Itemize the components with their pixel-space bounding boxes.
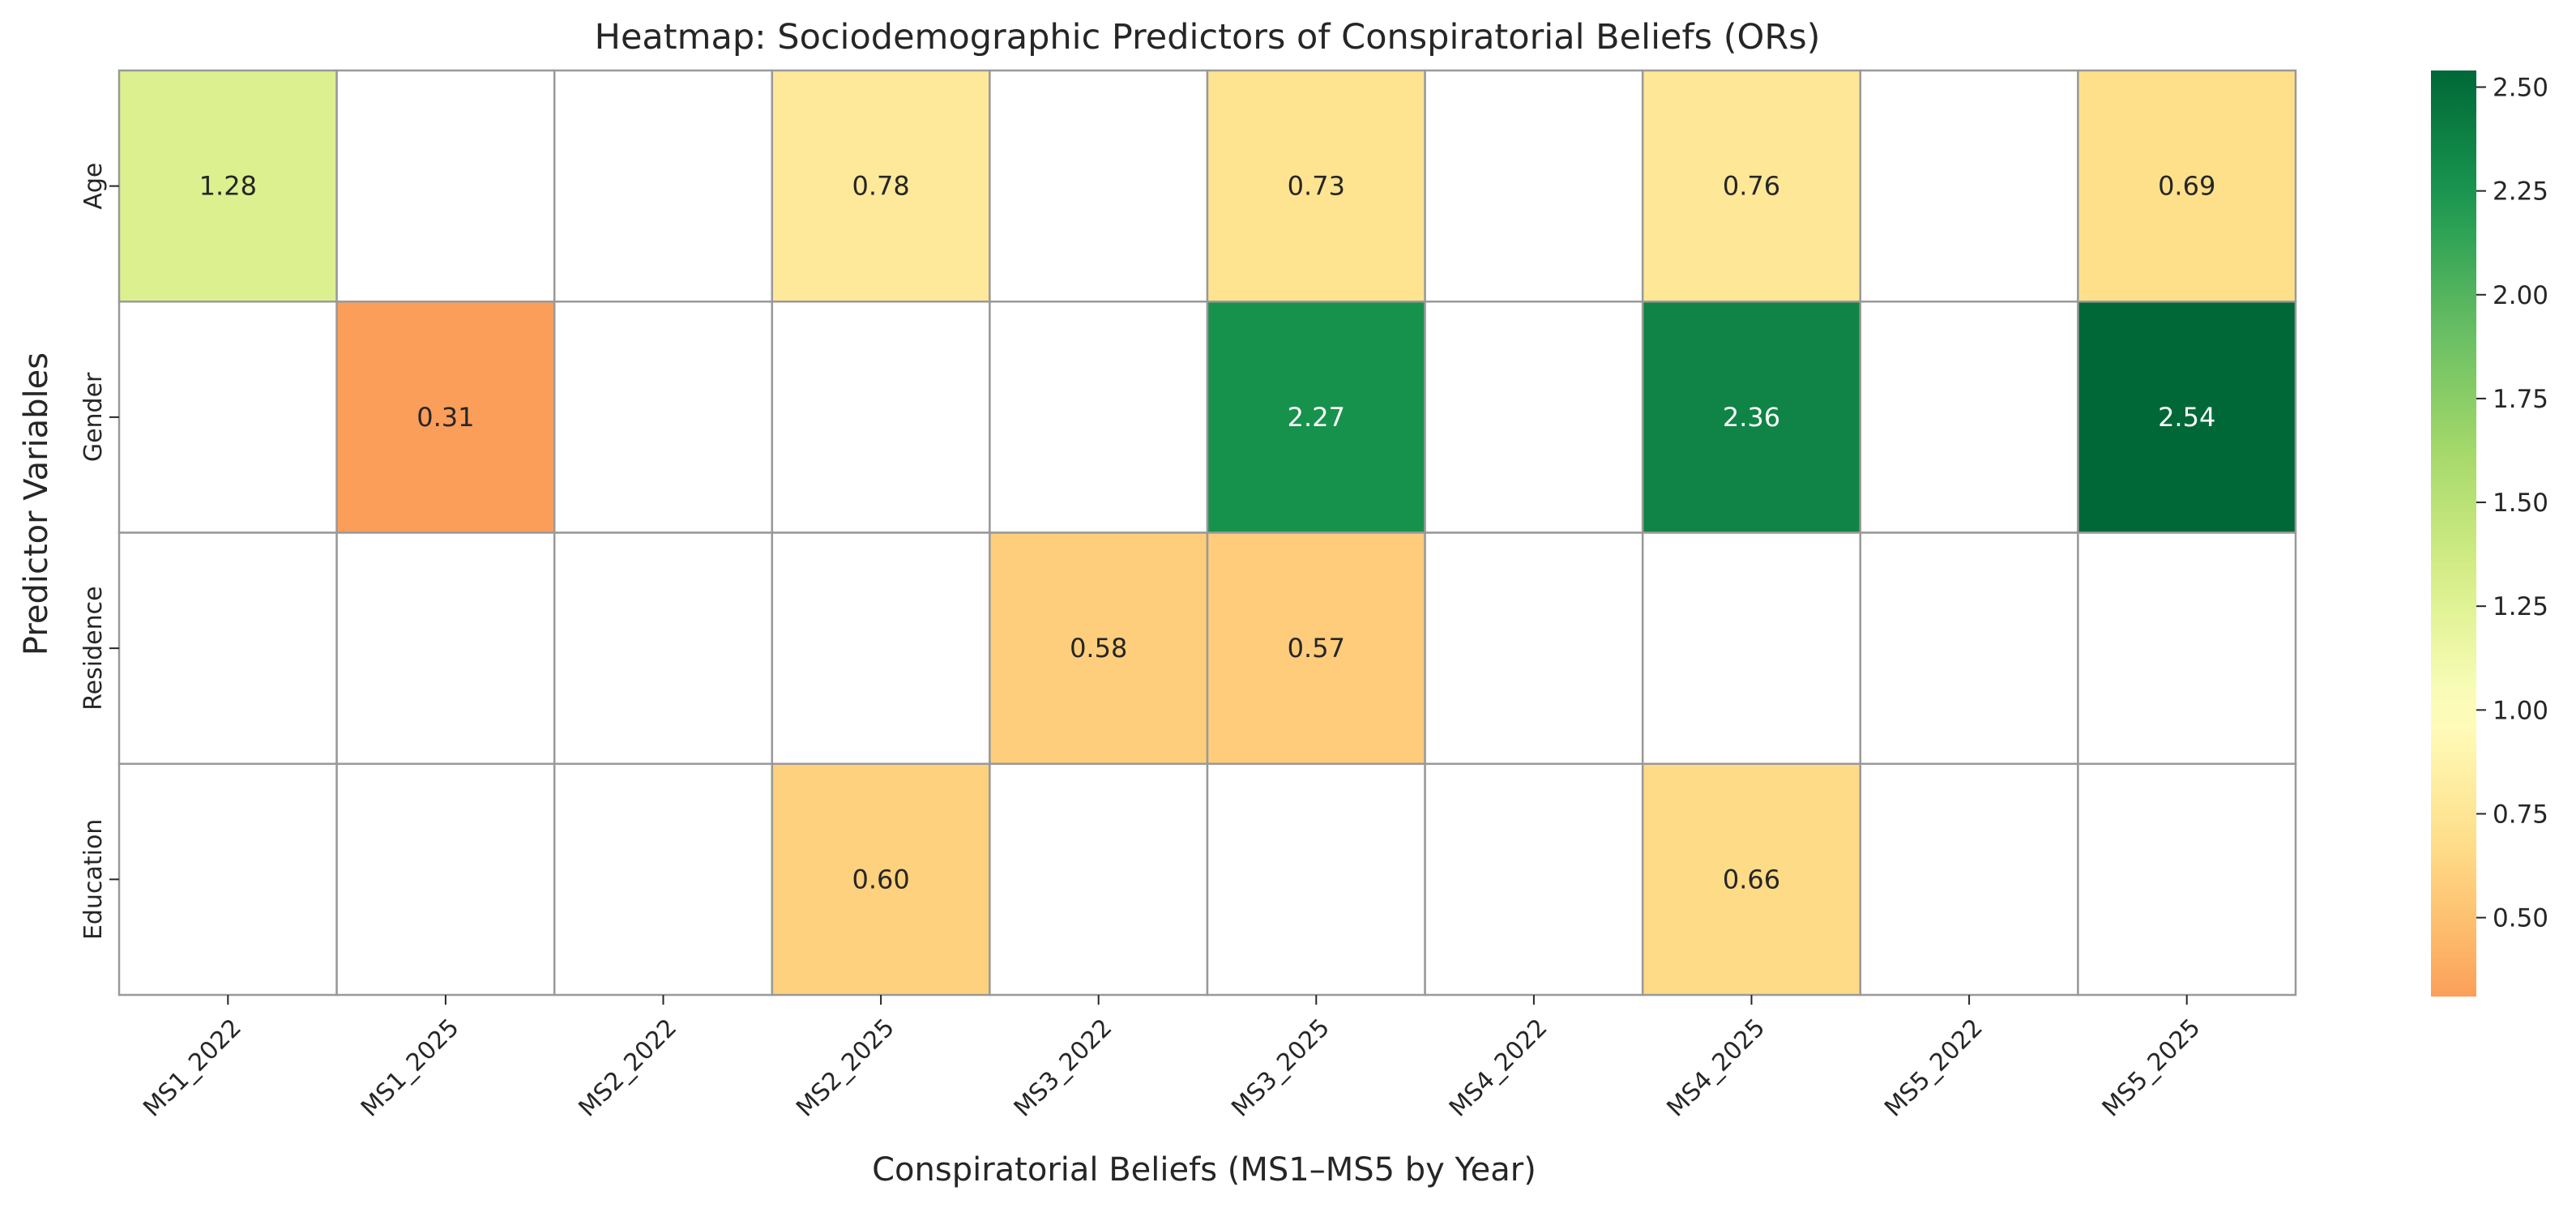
colorbar-tick-label: 1.25 xyxy=(2493,592,2548,621)
heatmap-cell xyxy=(1859,531,2079,765)
x-tick-label: MS5_2022 xyxy=(1879,1014,1989,1123)
cell-value-label: 1.28 xyxy=(199,171,257,202)
heatmap-cell xyxy=(1424,531,1644,765)
heatmap-cell xyxy=(1859,301,2079,534)
cell-value-label: 0.66 xyxy=(1723,864,1780,894)
heatmap-cell xyxy=(553,69,774,303)
colorbar-tick-label: 2.50 xyxy=(2493,74,2548,103)
heatmap-cell xyxy=(2077,762,2297,997)
heatmap-cell xyxy=(1206,762,1426,997)
x-tick-label: MS2_2022 xyxy=(574,1014,683,1123)
y-tick-label: Education xyxy=(79,819,108,940)
x-tick-label: MS4_2022 xyxy=(1444,1014,1553,1123)
cell-value-label: 0.58 xyxy=(1070,633,1127,664)
heatmap-cell xyxy=(553,762,774,997)
heatmap-cell xyxy=(2077,531,2297,765)
heatmap-cell xyxy=(989,531,1209,765)
x-tick-label: MS3_2025 xyxy=(1226,1014,1335,1123)
chart-title: Heatmap: Sociodemographic Predictors of … xyxy=(595,17,1821,58)
heatmap-cell xyxy=(771,531,991,765)
heatmap-cell xyxy=(1641,531,1862,765)
heatmap-cell xyxy=(989,301,1209,534)
cell-value-label: 0.57 xyxy=(1288,633,1345,664)
cell-value-label: 0.60 xyxy=(852,864,909,894)
cell-value-label: 0.76 xyxy=(1723,171,1780,202)
heatmap-cells xyxy=(117,69,2297,997)
y-tick-label: Residence xyxy=(79,586,108,710)
x-tick-label: MS5_2025 xyxy=(2097,1014,2206,1123)
y-axis-ticks: Age Gender Residence Education xyxy=(79,163,119,940)
cell-value-label: 2.54 xyxy=(2158,402,2215,433)
heatmap-cell xyxy=(1641,69,1862,303)
colorbar-tick-label: 1.50 xyxy=(2493,489,2548,518)
y-tick-label: Age xyxy=(79,163,108,210)
heatmap-cell xyxy=(771,301,991,534)
heatmap-cell xyxy=(771,762,991,997)
x-tick-label: MS4_2025 xyxy=(1662,1014,1771,1123)
cell-value-label: 0.73 xyxy=(1288,171,1345,202)
cell-value-label: 0.78 xyxy=(852,171,909,202)
heatmap-annotations: 1.28 0.78 0.73 0.76 0.69 0.31 2.27 2.36 2.54 0.58… xyxy=(199,171,2216,895)
heatmap-cell xyxy=(335,301,556,534)
heatmap-cell xyxy=(1641,762,1862,997)
heatmap-cell xyxy=(1206,69,1426,303)
heatmap-cell xyxy=(117,301,338,534)
heatmap-cell xyxy=(117,762,338,997)
x-tick-label: MS1_2022 xyxy=(138,1014,247,1123)
colorbar-gradient xyxy=(2431,70,2476,997)
colorbar-tick-label: 2.25 xyxy=(2493,177,2548,207)
cell-value-label: 2.27 xyxy=(1288,402,1345,433)
colorbar-tick-label: 1.75 xyxy=(2493,385,2548,414)
colorbar: 0.50 0.75 1.00 1.25 1.50 1.75 2.00 2.25 2.50 xyxy=(2431,70,2548,997)
heatmap-cell xyxy=(989,762,1209,997)
x-tick-label: MS2_2025 xyxy=(791,1014,900,1123)
heatmap-cell xyxy=(117,531,338,765)
heatmap-cell xyxy=(553,301,774,534)
y-tick-label: Gender xyxy=(79,372,108,462)
cell-value-label: 2.36 xyxy=(1723,402,1780,433)
colorbar-tick-label: 0.50 xyxy=(2493,904,2548,933)
heatmap-cell xyxy=(335,531,556,765)
heatmap-cell xyxy=(989,69,1209,303)
heatmap-cell xyxy=(335,762,556,997)
x-tick-label: MS1_2025 xyxy=(356,1014,465,1123)
heatmap-cell xyxy=(1859,69,2079,303)
heatmap-cell xyxy=(2077,69,2297,303)
colorbar-tick-label: 1.00 xyxy=(2493,696,2548,725)
cell-value-label: 0.31 xyxy=(417,402,474,433)
x-axis-label: Conspiratorial Beliefs (MS1–MS5 by Year) xyxy=(872,1151,1536,1189)
colorbar-tick-label: 0.75 xyxy=(2493,800,2548,829)
heatmap-cell xyxy=(1424,69,1644,303)
heatmap-cell xyxy=(117,69,338,303)
heatmap-cell xyxy=(1424,301,1644,534)
x-tick-label: MS3_2022 xyxy=(1009,1014,1118,1123)
heatmap-cell xyxy=(335,69,556,303)
heatmap-cell xyxy=(1859,762,2079,997)
heatmap-cell xyxy=(553,531,774,765)
heatmap-cell xyxy=(1424,762,1644,997)
y-axis-label: Predictor Variables xyxy=(18,352,55,655)
x-axis-ticks: MS1_2022 MS1_2025 MS2_2022 MS2_2025 MS3_2022… xyxy=(138,995,2206,1123)
heatmap-cell xyxy=(1641,301,1862,534)
colorbar-tick-label: 2.00 xyxy=(2493,281,2548,310)
heatmap-cell xyxy=(771,69,991,303)
cell-value-label: 0.69 xyxy=(2158,171,2215,202)
